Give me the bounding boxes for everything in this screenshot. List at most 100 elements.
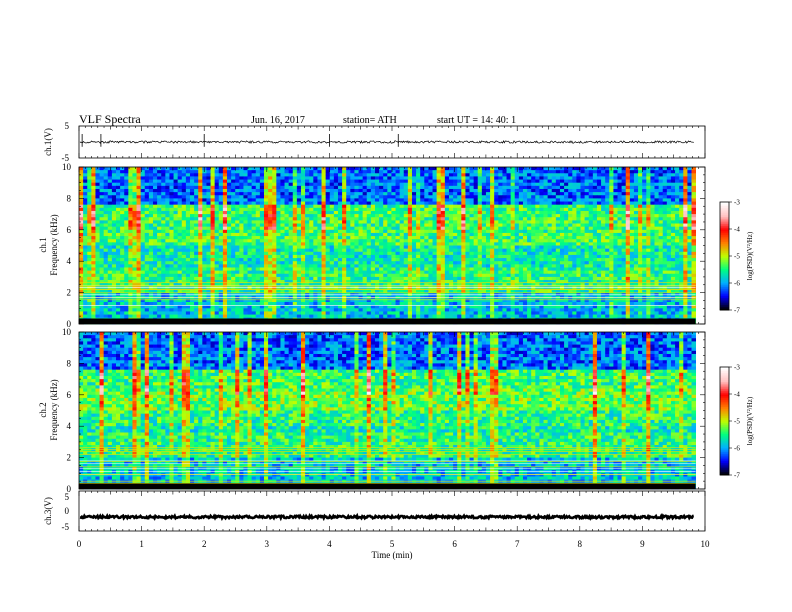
spectrogram-cell: [416, 173, 421, 177]
spectrogram-cell: [494, 223, 499, 228]
spectrogram-cell: [588, 258, 594, 262]
spectrogram-cell: [609, 201, 614, 206]
spectrogram-cell: [268, 182, 273, 187]
spectrogram-cell: [222, 245, 228, 250]
spectrogram-cell: [313, 201, 318, 206]
spectrogram-cell: [251, 204, 257, 209]
spectrogram-cell: [263, 239, 269, 243]
spectrogram-cell: [317, 226, 322, 231]
spectrogram-cell: [666, 173, 672, 177]
spectrogram-cell: [226, 214, 232, 218]
spectrogram-cell: [584, 198, 590, 202]
spectrogram-cell: [617, 176, 623, 180]
spectrogram-cell: [268, 179, 273, 184]
spectrogram-cell: [420, 258, 425, 262]
spectrogram-cell: [679, 173, 684, 177]
spectrogram-cell: [374, 173, 380, 177]
spectrogram-cell: [613, 195, 618, 199]
spectrogram-cell: [124, 214, 129, 218]
spectrogram-cell: [169, 236, 174, 240]
spectrogram-cell: [231, 195, 236, 199]
spectrogram-cell: [453, 201, 458, 206]
spectrogram-cell: [457, 264, 462, 268]
spectrogram-cell: [448, 179, 454, 184]
spectrogram-cell: [292, 242, 298, 246]
spectrogram-cell: [243, 226, 248, 231]
spectrogram-cell: [325, 201, 331, 206]
spectrogram-cell: [654, 248, 660, 253]
spectrogram-cell: [152, 182, 158, 187]
spectrogram-cell: [543, 210, 549, 215]
spectrogram-cell: [683, 254, 688, 259]
spectrogram-cell: [350, 201, 355, 206]
spectrogram-cell: [177, 182, 183, 187]
spectrogram-cell: [502, 188, 507, 193]
spectrogram-cell: [152, 239, 158, 243]
spectrogram-cell: [440, 236, 446, 240]
spectrogram-cell: [255, 242, 261, 246]
spectrogram-cell: [453, 173, 458, 177]
spectrogram-cell: [613, 188, 618, 193]
spectrogram-cell: [436, 167, 442, 171]
spectrogram-cell: [485, 226, 491, 231]
spectrogram-cell: [658, 226, 664, 231]
spectrogram-cell: [317, 198, 322, 202]
spectrogram-cell: [206, 226, 211, 231]
spectrogram-cell: [337, 226, 343, 231]
spectrogram-cell: [103, 223, 109, 228]
spectrogram-cell: [527, 232, 532, 237]
spectrogram-cell: [485, 170, 491, 174]
spectrogram-cell: [543, 195, 549, 199]
spectrogram-cell: [642, 248, 647, 253]
spectrogram-cell: [633, 217, 639, 221]
spectrogram-cell: [407, 182, 413, 187]
spectrogram-cell: [461, 210, 466, 215]
spectrogram-cell: [675, 182, 680, 187]
spectrogram-cell: [374, 229, 380, 234]
spectrogram-cell: [568, 170, 573, 174]
spectrogram-cell: [494, 258, 499, 262]
spectrogram-cell: [272, 226, 277, 231]
spectrogram-cell: [165, 239, 170, 243]
spectrogram-cell: [666, 229, 672, 234]
spectrogram-cell: [646, 245, 651, 250]
spectrogram-cell: [198, 210, 203, 215]
spectrogram-cell: [165, 261, 170, 265]
spectrogram-cell: [407, 214, 413, 218]
spectrogram-cell: [687, 245, 692, 250]
spectrogram-cell: [161, 248, 166, 253]
spectrogram-cell: [469, 182, 475, 187]
spectrogram-cell: [613, 229, 618, 234]
spectrogram-cell: [502, 198, 507, 202]
spectrogram-cell: [313, 223, 318, 228]
spectrogram-cell: [559, 236, 565, 240]
spectrogram-cell: [87, 245, 92, 250]
spectrogram-cell: [202, 167, 207, 171]
spectrogram-cell: [691, 239, 697, 243]
spectrogram-cell: [189, 242, 195, 246]
spectrogram-cell: [539, 223, 544, 228]
ch1-waveform-trace: [79, 134, 694, 147]
spectrogram-cell: [247, 248, 253, 253]
spectrogram-cell: [280, 201, 285, 206]
spectrogram-cell: [292, 204, 298, 209]
spectrogram-cell: [210, 195, 216, 199]
spectrogram-cell: [342, 204, 347, 209]
spectrogram-cell: [132, 258, 137, 262]
spectrogram-cell: [366, 210, 372, 215]
spectrogram-cell: [662, 229, 668, 234]
spectrogram-cell: [99, 185, 105, 190]
spectrogram-cell: [559, 261, 565, 265]
spectrogram-cell: [300, 245, 306, 250]
spectrogram-cell: [370, 198, 376, 202]
spectrogram-cell: [358, 173, 364, 177]
spectrogram-cell: [99, 173, 105, 177]
spectrogram-cell: [148, 248, 154, 253]
spectrogram-cell: [231, 204, 236, 209]
spectrogram-cell: [309, 229, 314, 234]
spectrogram-cell: [354, 254, 359, 259]
spectrogram-cell: [461, 220, 466, 224]
spectrogram-cell: [83, 229, 88, 234]
spectrogram-cell: [346, 176, 351, 180]
spectrogram-cell: [337, 204, 343, 209]
